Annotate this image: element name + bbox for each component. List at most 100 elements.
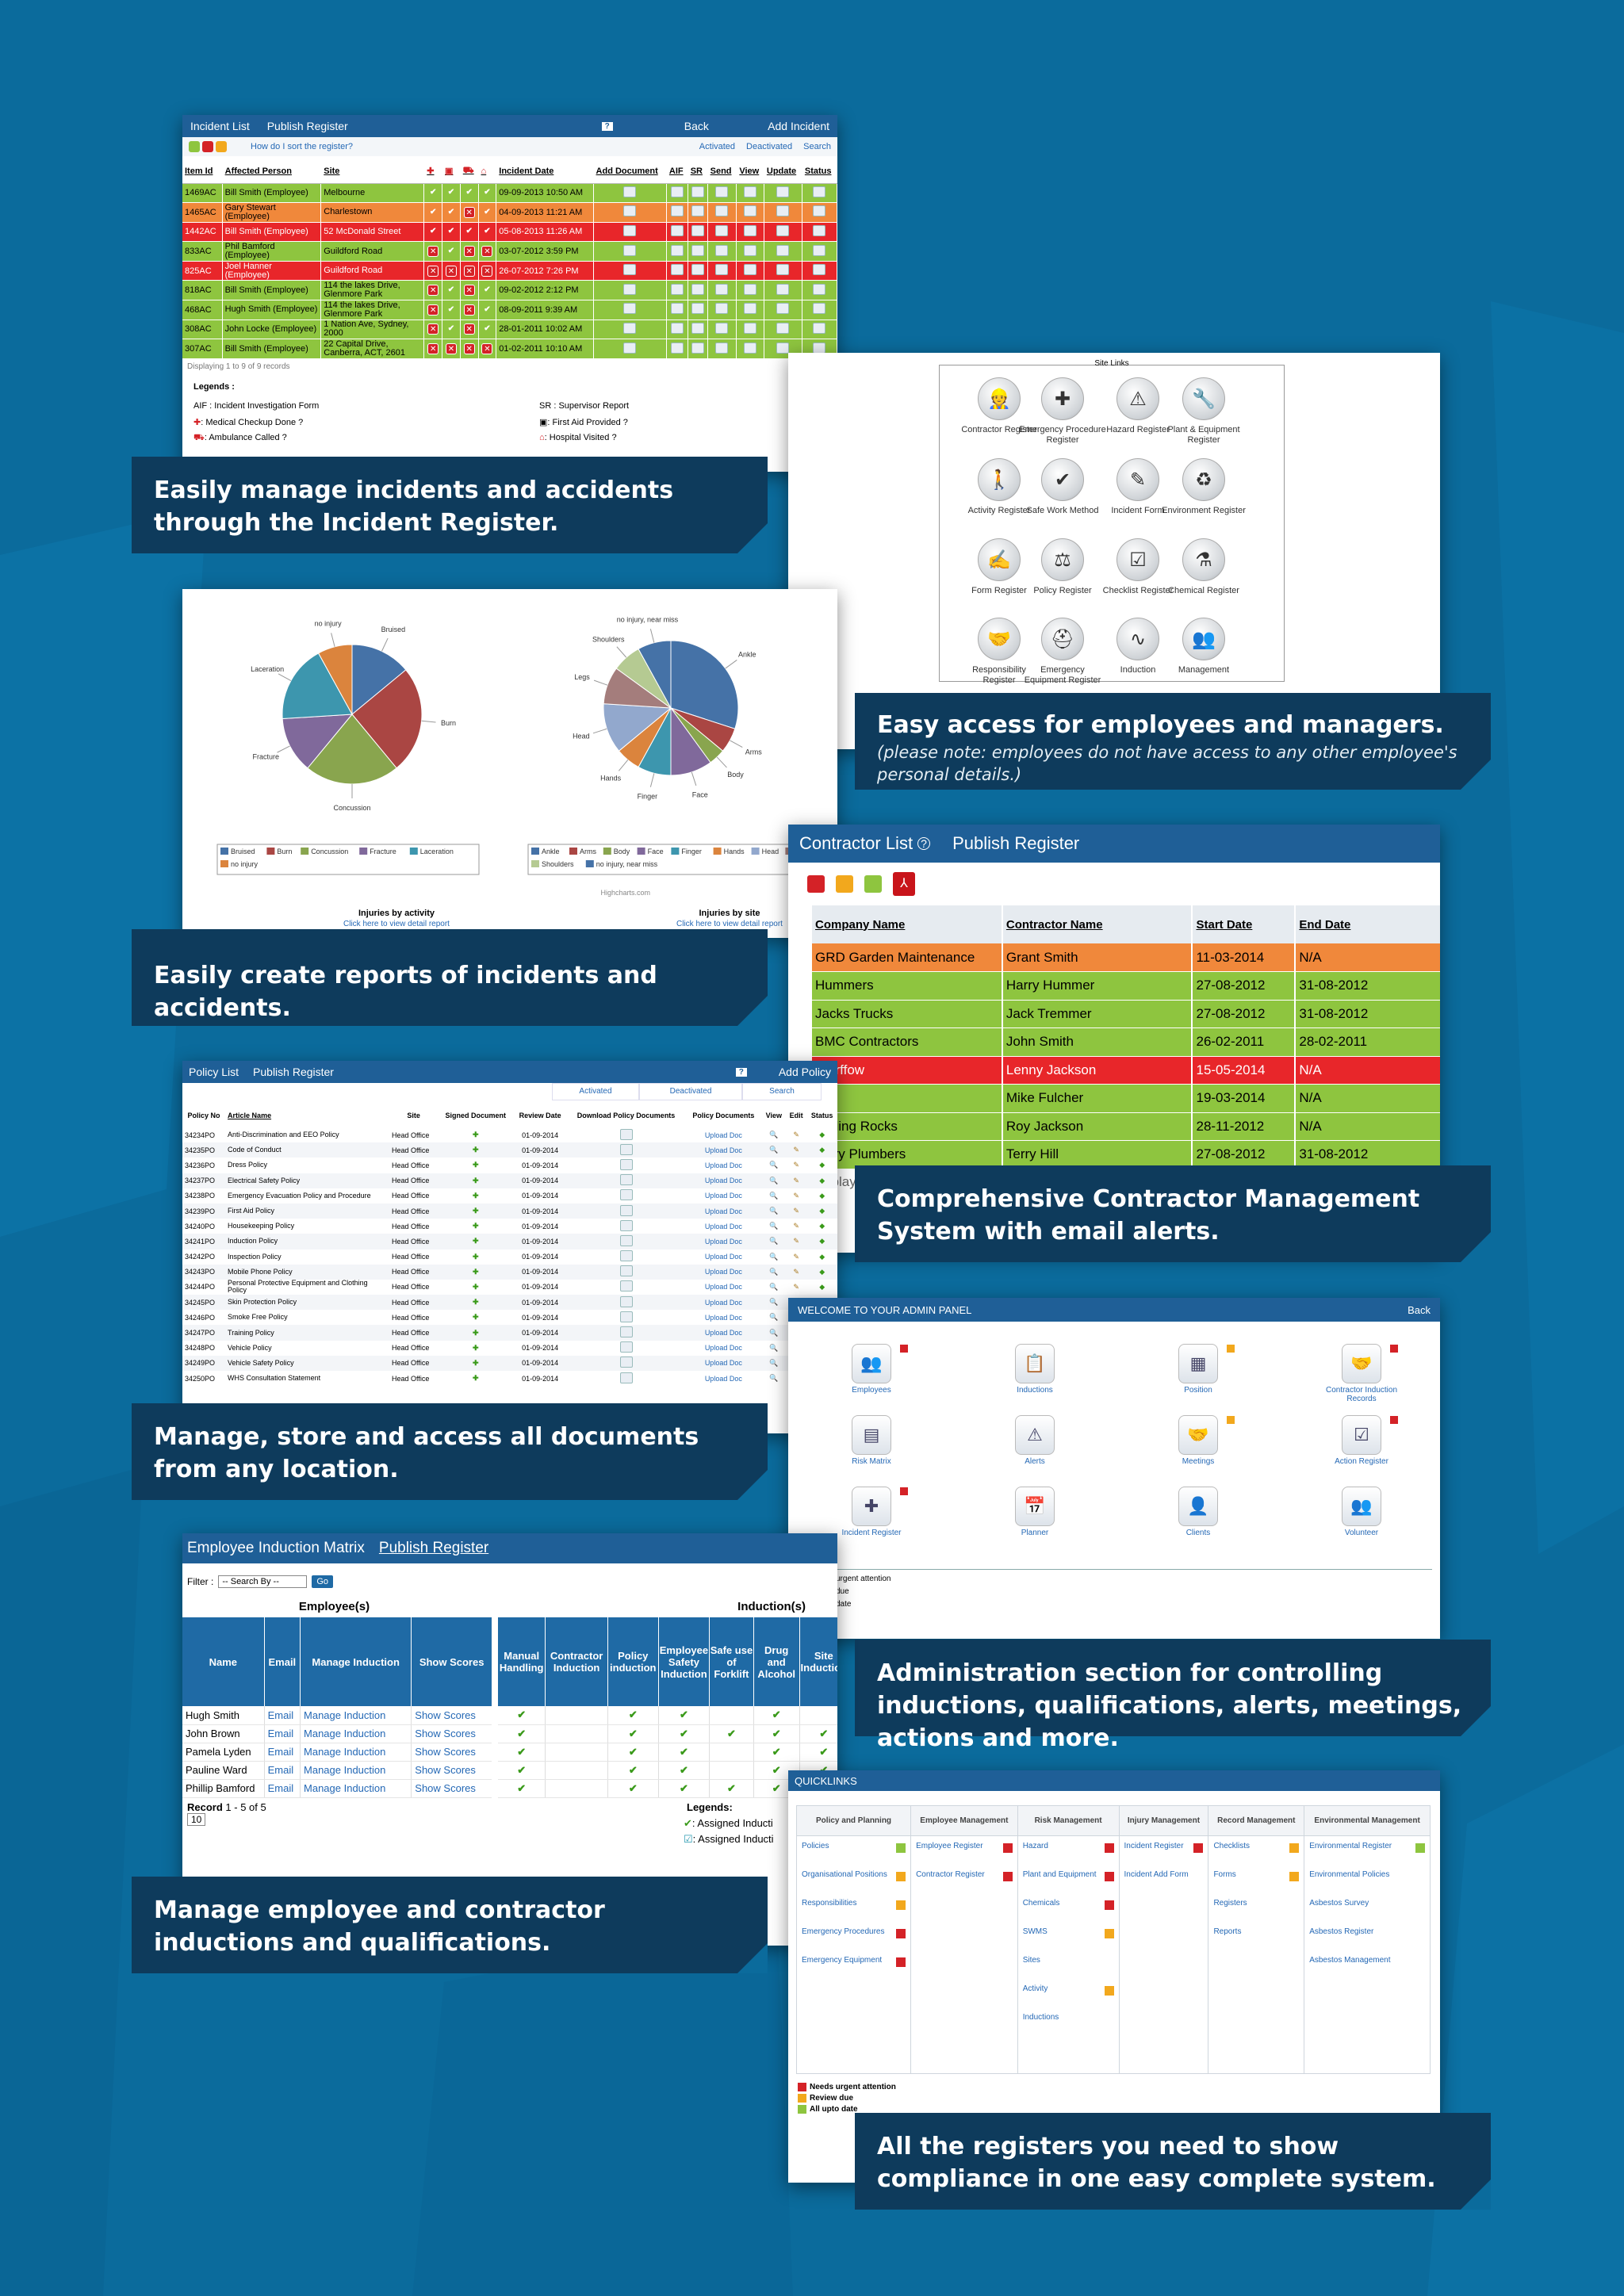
orange-filter-icon[interactable]: [216, 141, 227, 152]
site-link-hazard-register[interactable]: ⚠ Hazard Register: [1094, 377, 1182, 435]
add-document-icon[interactable]: [623, 303, 637, 315]
upload-doc[interactable]: Upload Doc: [685, 1264, 762, 1280]
sr-icon[interactable]: [691, 322, 704, 334]
admin-item-employees[interactable]: 👥 Employees: [828, 1344, 915, 1395]
status-icon[interactable]: ◆: [819, 1207, 825, 1215]
pie-slice[interactable]: [351, 669, 423, 769]
column-header[interactable]: Company Name: [812, 905, 1003, 943]
pie-slice[interactable]: [317, 644, 353, 715]
column-header[interactable]: Policy Documents: [692, 1112, 755, 1119]
column-header[interactable]: Name: [182, 1617, 265, 1706]
admin-item-position[interactable]: ▦ Position: [1155, 1344, 1242, 1395]
upload-doc[interactable]: Upload Doc: [685, 1355, 762, 1371]
view-icon[interactable]: 🔍: [769, 1161, 779, 1169]
column-header[interactable]: Signed Document: [445, 1112, 507, 1119]
quicklink-item[interactable]: Environmental Register: [1309, 1839, 1425, 1867]
quicklink-item[interactable]: Asbestos Management: [1309, 1953, 1425, 1981]
download-icon[interactable]: [619, 1280, 633, 1292]
edit-icon[interactable]: ✎: [793, 1131, 799, 1139]
add-document-icon[interactable]: [623, 224, 637, 236]
view-icon[interactable]: [744, 205, 757, 217]
status-icon[interactable]: [813, 342, 826, 354]
table-row[interactable]: 34234PO Anti-Discrimination and EEO Polic…: [182, 1127, 837, 1142]
quicklink-item[interactable]: Activity: [1023, 1981, 1114, 2010]
column-header[interactable]: Site: [320, 159, 425, 184]
plus-icon[interactable]: ✚: [473, 1176, 479, 1184]
column-header[interactable]: Manage Induction: [300, 1617, 412, 1706]
table-row[interactable]: 1442AC Bill Smith (Employee) 52 McDonald S…: [182, 222, 837, 243]
plus-icon[interactable]: ✚: [473, 1222, 479, 1230]
legend-label[interactable]: Body: [614, 848, 630, 855]
status-icon[interactable]: ◆: [819, 1282, 825, 1291]
back-button[interactable]: Back: [684, 120, 709, 132]
column-header[interactable]: Status: [810, 1112, 833, 1119]
sr-icon[interactable]: [691, 205, 704, 217]
view-icon[interactable]: [744, 224, 757, 236]
deactivated-tab[interactable]: Deactivated: [639, 1083, 742, 1100]
view-icon[interactable]: 🔍: [769, 1237, 779, 1246]
column-header[interactable]: Contractor Induction: [545, 1617, 608, 1706]
aif-icon[interactable]: [670, 186, 684, 197]
admin-item-planner[interactable]: 📅 Planner: [991, 1487, 1078, 1537]
column-header[interactable]: Add Document: [593, 159, 667, 184]
send-icon[interactable]: [715, 283, 729, 295]
plus-icon[interactable]: ✚: [473, 1328, 479, 1337]
status-icon[interactable]: ◆: [819, 1267, 825, 1276]
quicklink-item[interactable]: Chemicals: [1023, 1896, 1114, 1924]
upload-doc[interactable]: Upload Doc: [704, 1161, 742, 1169]
column-header[interactable]: End Date: [1295, 905, 1440, 943]
add-document-icon[interactable]: [623, 342, 637, 354]
edit-icon[interactable]: ✎: [793, 1282, 799, 1291]
legend-label[interactable]: no injury: [231, 860, 259, 868]
quicklink-item[interactable]: Plant and Equipment: [1023, 1867, 1114, 1896]
pie-slice[interactable]: [351, 644, 407, 716]
send-icon[interactable]: [715, 186, 729, 197]
plus-icon[interactable]: ✚: [473, 1298, 479, 1307]
status-icon[interactable]: [813, 303, 826, 315]
column-header[interactable]: Update: [764, 159, 802, 184]
plus-icon[interactable]: ✚: [473, 1267, 479, 1276]
show-scores-link[interactable]: Show Scores: [411, 1706, 496, 1725]
legend-label[interactable]: Burn: [277, 848, 292, 855]
site-link-emergency-equipment-register[interactable]: ⛑ Emergency Equipment Register: [1019, 618, 1106, 686]
view-icon[interactable]: [744, 322, 757, 334]
column-header[interactable]: ⌂: [478, 159, 497, 184]
site-link-activity-register[interactable]: 🚶 Activity Register: [956, 458, 1043, 516]
download-icon[interactable]: [619, 1219, 633, 1231]
pie-slice[interactable]: [307, 714, 397, 785]
add-policy-button[interactable]: Add Policy: [778, 1066, 831, 1078]
table-row[interactable]: 34237PO Electrical Safety Policy Head Offi…: [182, 1173, 837, 1188]
table-row[interactable]: 34240PO Housekeeping Policy Head Office ✚ 01…: [182, 1219, 837, 1234]
view-icon[interactable]: 🔍: [769, 1191, 779, 1200]
table-row[interactable]: 1465AC Gary Stewart (Employee) Charlestown…: [182, 202, 837, 223]
contractor-list-title[interactable]: Contractor List: [799, 833, 914, 853]
table-row[interactable]: Pamela Lyden Email Manage Induction Show Sc…: [182, 1743, 837, 1762]
status-icon[interactable]: ◆: [819, 1191, 825, 1200]
column-header[interactable]: Policy induction: [607, 1617, 659, 1706]
view-icon[interactable]: 🔍: [769, 1298, 779, 1307]
status-icon[interactable]: [813, 244, 826, 256]
download-icon[interactable]: [619, 1143, 633, 1155]
upload-doc[interactable]: Upload Doc: [685, 1325, 762, 1341]
email-link[interactable]: Email: [264, 1779, 301, 1798]
quicklink-item[interactable]: Responsibilities: [802, 1896, 906, 1924]
column-header[interactable]: SR: [688, 159, 708, 184]
table-row[interactable]: 34239PO First Aid Policy Head Office ✚ 01-09…: [182, 1203, 837, 1219]
table-row[interactable]: 34244PO Personal Protective Equipment and…: [182, 1280, 837, 1295]
pie-slice[interactable]: [282, 652, 353, 720]
upload-doc[interactable]: Upload Doc: [685, 1234, 762, 1249]
status-icon[interactable]: ◆: [819, 1161, 825, 1169]
email-link[interactable]: Email: [264, 1743, 301, 1762]
aif-icon[interactable]: [670, 342, 684, 354]
aif-icon[interactable]: [670, 322, 684, 334]
upload-doc[interactable]: Upload Doc: [704, 1131, 742, 1139]
status-icon[interactable]: [813, 224, 826, 236]
table-row[interactable]: 825AC Joel Hanner (Employee) Guildford Roa…: [182, 261, 837, 281]
send-icon[interactable]: [715, 264, 729, 276]
aif-icon[interactable]: [670, 264, 684, 276]
status-icon[interactable]: [813, 186, 826, 197]
download-icon[interactable]: [619, 1204, 633, 1216]
sr-icon[interactable]: [691, 224, 704, 236]
download-icon[interactable]: [619, 1234, 633, 1246]
